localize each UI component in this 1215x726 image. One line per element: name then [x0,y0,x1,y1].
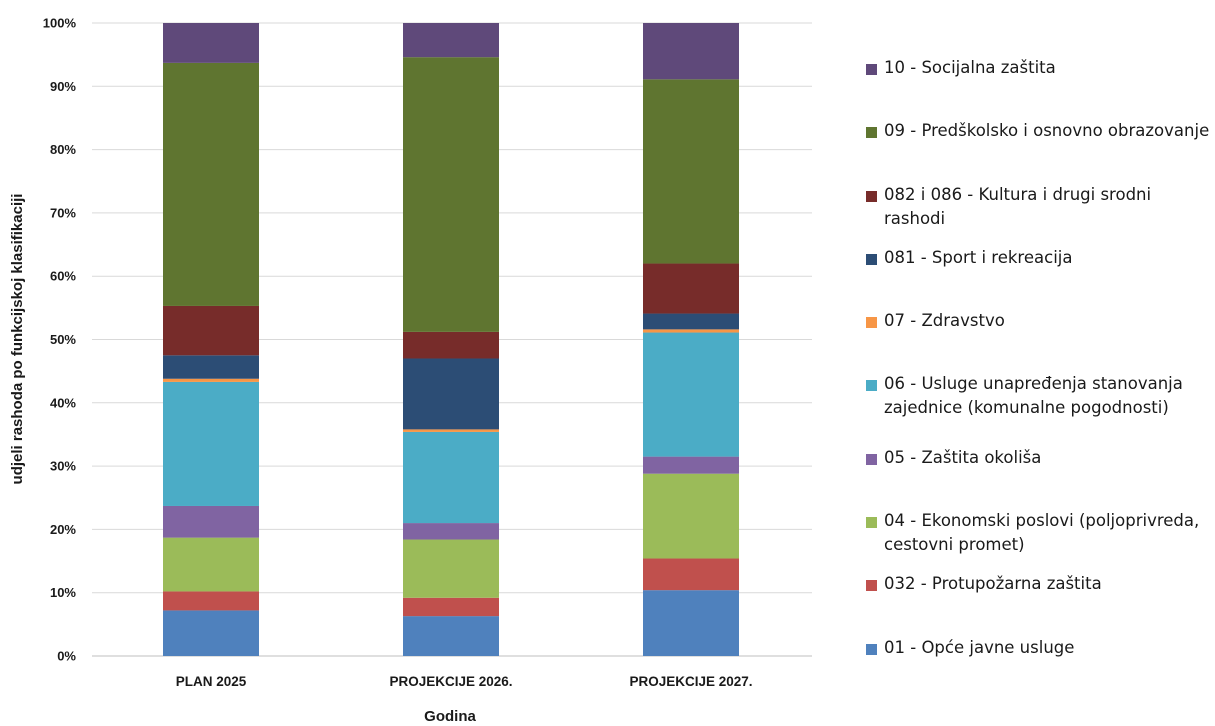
bars [163,23,739,656]
legend-label: 04 - Ekonomski poslovi (poljoprivreda, c… [884,511,1200,554]
bar-segment [643,263,739,314]
legend-label: 082 i 086 - Kultura i drugi srodni rasho… [884,185,1152,228]
legend-label: 05 - Zaštita okoliša [884,448,1042,467]
bar-segment [643,332,739,457]
bar-segment [403,57,499,332]
legend-label: 032 - Protupožarna zaštita [884,574,1102,593]
legend-swatch [866,517,877,528]
y-tick-label: 30% [50,459,76,474]
bar-segment [403,431,499,524]
bar-segment [403,23,499,58]
bar-segment [163,537,259,592]
legend-swatch [866,254,877,265]
bar-segment [403,331,499,359]
legend-label: 10 - Socijalna zaštita [884,58,1056,77]
stacked-bar-chart: 0% 10% 20% 30% 40% 50% 60% 70% 80% 90% 100% PLAN 2… [9,16,812,725]
bar-segment [163,378,259,382]
bar-segment [643,313,739,330]
bar-segment [163,305,259,356]
bar-segment [403,539,499,598]
legend-swatch [866,580,877,591]
bar-segment [163,355,259,379]
legend-label: 081 - Sport i rekreacija [884,248,1073,267]
bar-segment [403,429,499,432]
y-axis-ticks: 0% 10% 20% 30% 40% 50% 60% 70% 80% 90% 100% [43,16,77,664]
bar-segment [163,505,259,538]
x-axis-label: Godina [424,708,476,725]
legend-swatch [866,454,877,465]
bar-segment [643,23,739,80]
y-tick-label: 70% [50,205,76,220]
legend-swatch [866,317,877,328]
y-tick-label: 20% [50,522,76,537]
bar-segment [163,381,259,506]
bar-segment [643,473,739,559]
bar-segment [163,591,259,611]
x-tick-label: PLAN 2025 [176,674,247,689]
legend: 10 - Socijalna zaštita 09 - Predškolsko i… [866,0,1215,726]
y-tick-label: 60% [50,269,76,284]
y-tick-label: 90% [50,79,76,94]
bar-segment [643,558,739,591]
bar-segment [643,329,739,333]
legend-swatch [866,191,877,202]
legend-label: 06 - Usluge unapređenja stanovanja zajed… [884,374,1183,417]
bar-segment [403,616,499,656]
bar-segment [403,597,499,617]
bar-segment [163,610,259,656]
legend-swatch [866,64,877,75]
legend-label: 01 - Opće javne usluge [884,638,1075,657]
y-tick-label: 0% [57,649,76,664]
legend-label: 09 - Predškolsko i osnovno obrazovanje [884,121,1210,140]
bar-segment [163,62,259,306]
legend-label: 07 - Zdravstvo [884,311,1005,330]
bar-segment [163,23,259,63]
y-tick-label: 40% [50,395,76,410]
legend-swatch [866,127,877,138]
bar-segment [643,456,739,474]
y-tick-label: 100% [43,16,77,31]
y-tick-label: 10% [50,585,76,600]
x-axis-ticks: PLAN 2025 PROJEKCIJE 2026. PROJEKCIJE 2027… [176,674,753,689]
y-axis-label: udjeli rashoda po funkcijskoj klasifikac… [9,194,26,485]
x-tick-label: PROJEKCIJE 2026. [389,674,512,689]
bar-segment [403,358,499,430]
y-tick-label: 50% [50,332,76,347]
bar-segment [403,523,499,540]
x-tick-label: PROJEKCIJE 2027. [629,674,752,689]
y-tick-label: 80% [50,142,76,157]
legend-swatch [866,380,877,391]
bar-segment [643,79,739,264]
bar-segment [643,590,739,656]
legend-swatch [866,644,877,655]
